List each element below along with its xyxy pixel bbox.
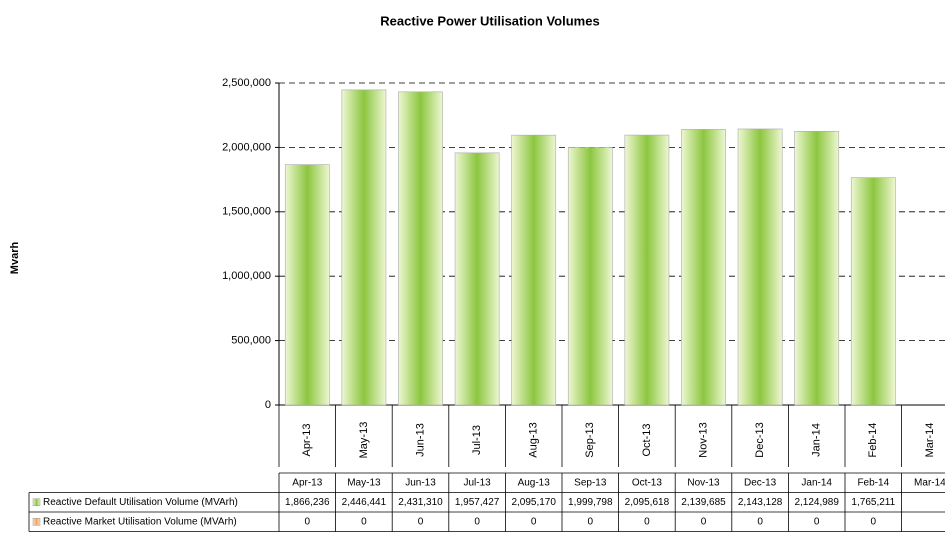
x-tick-label: Jan-14: [811, 423, 823, 457]
bar: [511, 134, 557, 406]
table-header: Oct-13: [632, 477, 662, 488]
table-header: Jul-13: [463, 477, 491, 488]
table-value: 0: [757, 516, 763, 527]
x-tick-label: Feb-14: [867, 423, 879, 458]
table-value: 2,431,310: [398, 497, 443, 508]
legend-swatch: [32, 518, 41, 526]
bar: [624, 134, 670, 406]
table-value: 0: [474, 516, 480, 527]
bar: [850, 177, 896, 406]
table-header: Nov-13: [687, 477, 720, 488]
table-value: 1,866,236: [285, 497, 330, 508]
bar: [567, 147, 613, 406]
table-header: Feb-14: [857, 477, 889, 488]
table-header: Apr-13: [292, 477, 322, 488]
x-tick-label: Dec-13: [754, 422, 766, 457]
table-value: 1,999,798: [568, 497, 613, 508]
y-tick-label: 2,000,000: [222, 141, 271, 153]
table-value: 2,095,170: [511, 497, 556, 508]
y-tick-label: 2,500,000: [222, 77, 271, 89]
x-tick-label: Mar-14: [924, 423, 936, 458]
bar: [398, 91, 443, 406]
x-tick-label: May-13: [358, 422, 370, 459]
y-tick-label: 0: [265, 399, 271, 411]
table-value: 0: [871, 516, 877, 527]
table-value: 0: [531, 516, 537, 527]
table-header: Jun-13: [405, 477, 436, 488]
table-value: 0: [418, 516, 424, 527]
y-axis-label: Mvarh: [9, 242, 21, 275]
table-value: 0: [701, 516, 707, 527]
bar: [454, 152, 500, 406]
table-value: 2,095,618: [625, 497, 670, 508]
legend-swatch: [32, 498, 41, 506]
bar: [737, 128, 783, 406]
x-tick-label: Oct-13: [641, 423, 653, 456]
table-header: May-13: [347, 477, 381, 488]
table-value: 2,139,685: [681, 497, 726, 508]
table-value: 0: [588, 516, 594, 527]
x-tick-label: Sep-13: [584, 422, 596, 457]
table-value: 0: [814, 516, 820, 527]
legend-label: Reactive Market Utilisation Volume (MVAr…: [43, 516, 237, 527]
table-value: 1,765,211: [851, 497, 895, 508]
table-value: 2,124,989: [794, 497, 839, 508]
table-header: Aug-13: [518, 477, 551, 488]
table-header: Dec-13: [744, 477, 777, 488]
table-header: Mar-14: [914, 477, 945, 488]
table-header: Sep-13: [574, 477, 607, 488]
legend-label: Reactive Default Utilisation Volume (MVA…: [43, 497, 238, 508]
table-value: 0: [361, 516, 367, 527]
bar: [284, 164, 330, 406]
x-tick-label: Nov-13: [697, 422, 709, 457]
table-value: 0: [305, 516, 311, 527]
y-tick-label: 500,000: [231, 335, 271, 347]
bar: [341, 89, 387, 406]
chart-title: Reactive Power Utilisation Volumes: [380, 13, 599, 28]
x-tick-label: Jul-13: [471, 425, 483, 455]
y-tick-label: 1,500,000: [222, 206, 271, 218]
x-tick-label: Apr-13: [301, 423, 313, 456]
table-value: 2,446,441: [342, 497, 387, 508]
table-header: Jan-14: [801, 477, 832, 488]
x-tick-label: Jun-13: [414, 423, 426, 457]
table-value: 2,143,128: [738, 497, 783, 508]
bar: [794, 131, 840, 406]
bar: [681, 129, 726, 406]
x-tick-label: Aug-13: [528, 422, 540, 457]
y-tick-label: 1,000,000: [222, 270, 271, 282]
table-value: 1,957,427: [455, 497, 500, 508]
table-value: 0: [644, 516, 650, 527]
